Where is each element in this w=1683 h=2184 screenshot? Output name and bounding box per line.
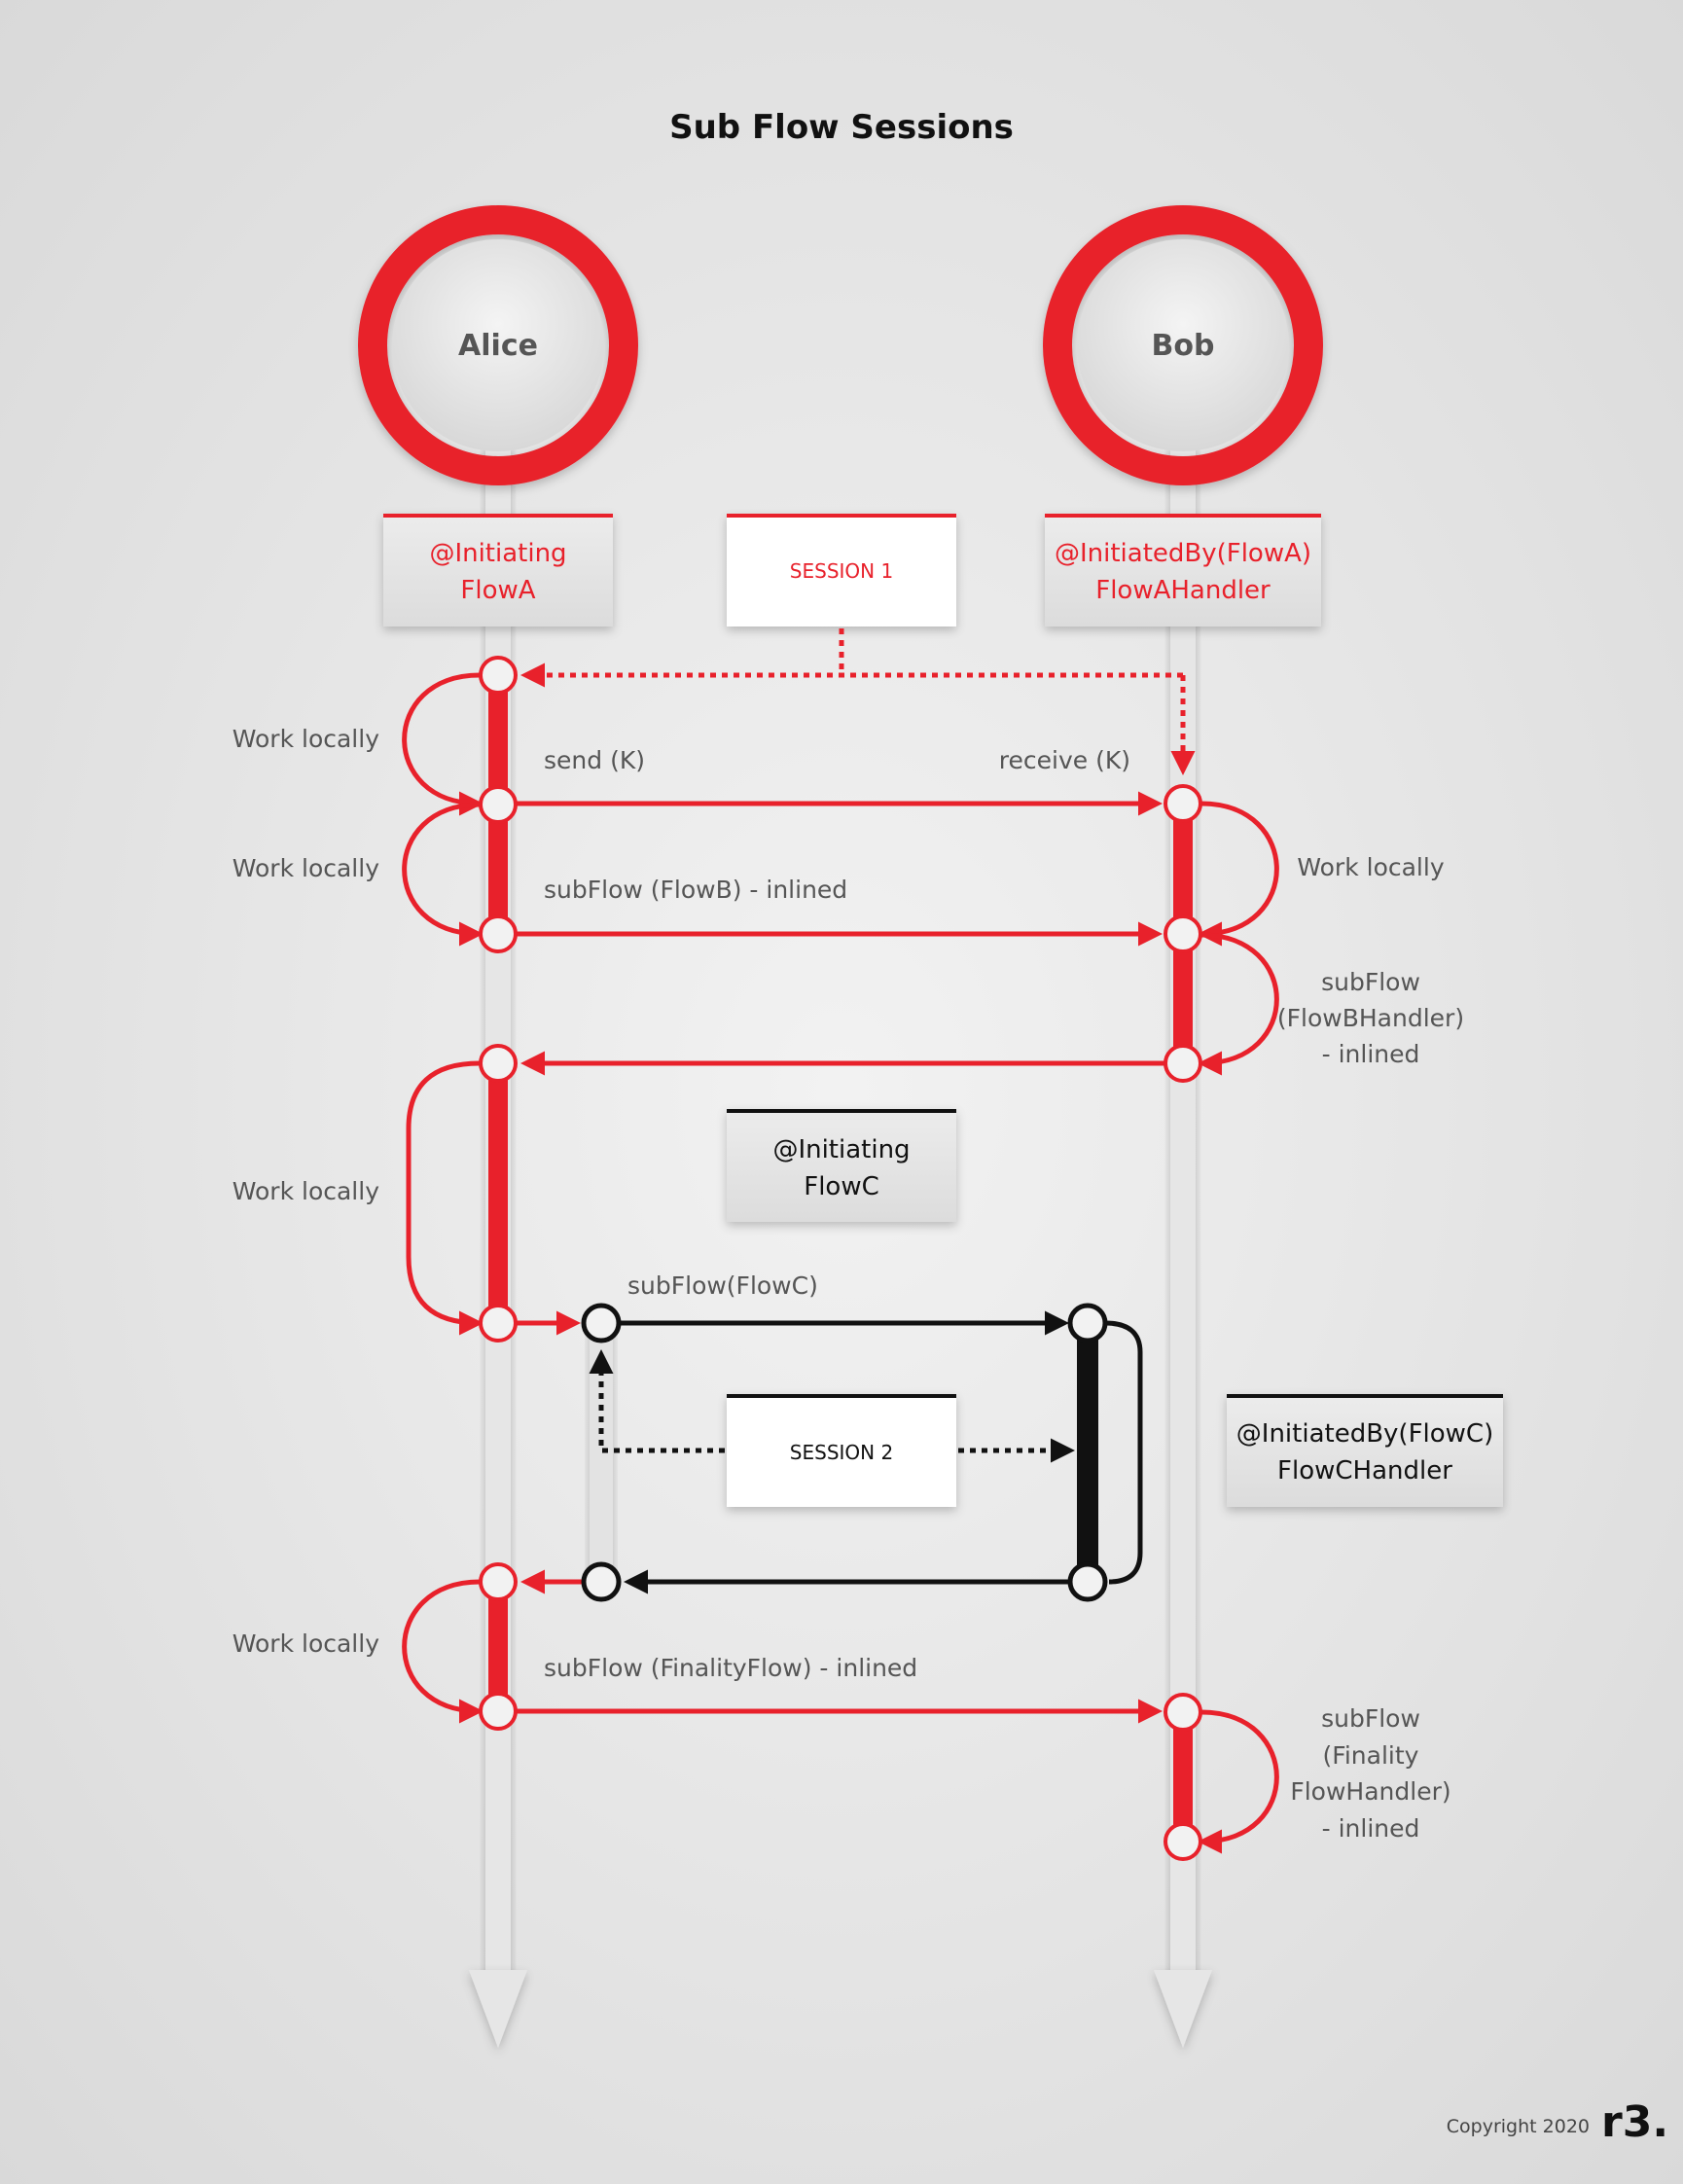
alice-node-4: [479, 1044, 518, 1083]
alice-work-loop-4: [402, 1579, 483, 1724]
flowc-node-1: [581, 1303, 622, 1343]
copyright-text: Copyright 2020: [1447, 2116, 1590, 2137]
alice-note-3: Work locally: [233, 1177, 379, 1205]
bob-work-loop: [1198, 801, 1279, 947]
alice-activation-3: [488, 1582, 508, 1711]
bob-node-5: [1164, 1822, 1202, 1861]
bob-note-finality-line2: (Finality: [1323, 1741, 1419, 1770]
svg-text:@Initiating: @Initiating: [429, 539, 566, 568]
session1-connector: [520, 628, 1196, 775]
alice-node-2: [479, 785, 518, 824]
receive-label: receive (K): [999, 746, 1130, 774]
bob-subflow-b-loop: [1198, 932, 1279, 1076]
bob-note-finality-line1: subFlow: [1321, 1704, 1420, 1733]
bob-note-finality-line4: - inlined: [1322, 1814, 1420, 1843]
flowc-handler-node-2: [1067, 1561, 1108, 1602]
svg-text:FlowAHandler: FlowAHandler: [1095, 576, 1271, 605]
svg-text:SESSION 1: SESSION 1: [790, 559, 893, 583]
bob-node-4: [1164, 1693, 1202, 1732]
alice-initiating-box: @Initiating FlowA: [383, 514, 613, 627]
alice-node-6: [479, 1562, 518, 1601]
alice-note-4: Work locally: [233, 1629, 379, 1658]
bob-note-subflow-b-line2: (FlowBHandler): [1277, 1004, 1464, 1032]
bob-actor: Bob: [1043, 205, 1323, 485]
alice-actor: Alice: [358, 205, 638, 485]
alice-label: Alice: [458, 329, 538, 363]
send-label: send (K): [544, 746, 645, 774]
session2-box: SESSION 2: [727, 1394, 956, 1507]
svg-text:@InitiatedBy(FlowC): @InitiatedBy(FlowC): [1236, 1419, 1493, 1449]
bob-finality-loop: [1198, 1709, 1279, 1854]
svg-text:FlowA: FlowA: [460, 576, 535, 605]
bob-activation-2: [1173, 1712, 1193, 1842]
alice-activation-2: [488, 1063, 508, 1321]
flowc-node-2: [581, 1561, 622, 1602]
session1-box: SESSION 1: [727, 514, 956, 627]
svg-text:SESSION 2: SESSION 2: [790, 1441, 893, 1464]
flowc-initiating-box: @Initiating FlowC: [727, 1109, 956, 1222]
svg-text:FlowC: FlowC: [804, 1172, 879, 1201]
bob-note-finality-line3: FlowHandler): [1290, 1777, 1450, 1806]
flowc-handler-box: @InitiatedBy(FlowC) FlowCHandler: [1227, 1394, 1503, 1507]
page-title: Sub Flow Sessions: [669, 108, 1014, 147]
bob-note-work-locally: Work locally: [1297, 853, 1444, 881]
alice-node-1: [479, 656, 518, 695]
r3-logo: r3.: [1601, 2097, 1668, 2147]
svg-text:FlowCHandler: FlowCHandler: [1277, 1456, 1452, 1486]
alice-work-loop-2: [402, 802, 483, 947]
session2-connector: [589, 1349, 1075, 1463]
bob-node-3: [1164, 1044, 1202, 1083]
alice-work-loop-1: [402, 672, 483, 816]
flowc-handler-activation: [1077, 1323, 1098, 1582]
alice-node-5: [479, 1304, 518, 1343]
bob-node-1: [1164, 784, 1202, 823]
bob-label: Bob: [1152, 329, 1215, 363]
bob-node-2: [1164, 914, 1202, 953]
svg-text:r3.: r3.: [1601, 2097, 1668, 2147]
flowc-handler-node-1: [1067, 1303, 1108, 1343]
alice-node-7: [479, 1692, 518, 1731]
alice-note-1: Work locally: [233, 725, 379, 753]
alice-node-3: [479, 914, 518, 953]
svg-text:@Initiating: @Initiating: [772, 1135, 910, 1164]
flowc-handler-loop: [1104, 1320, 1143, 1585]
bob-note-subflow-b-line3: - inlined: [1322, 1040, 1420, 1068]
alice-work-loop-3: [406, 1060, 483, 1336]
subflow-finality-label: subFlow (FinalityFlow) - inlined: [544, 1654, 917, 1682]
alice-note-2: Work locally: [233, 854, 379, 882]
subflow-c-label: subFlow(FlowC): [627, 1271, 818, 1300]
bob-initiated-box: @InitiatedBy(FlowA) FlowAHandler: [1045, 514, 1321, 627]
bob-note-subflow-b-line1: subFlow: [1321, 968, 1420, 996]
subflow-b-label: subFlow (FlowB) - inlined: [544, 876, 847, 904]
svg-text:@InitiatedBy(FlowA): @InitiatedBy(FlowA): [1055, 539, 1311, 568]
